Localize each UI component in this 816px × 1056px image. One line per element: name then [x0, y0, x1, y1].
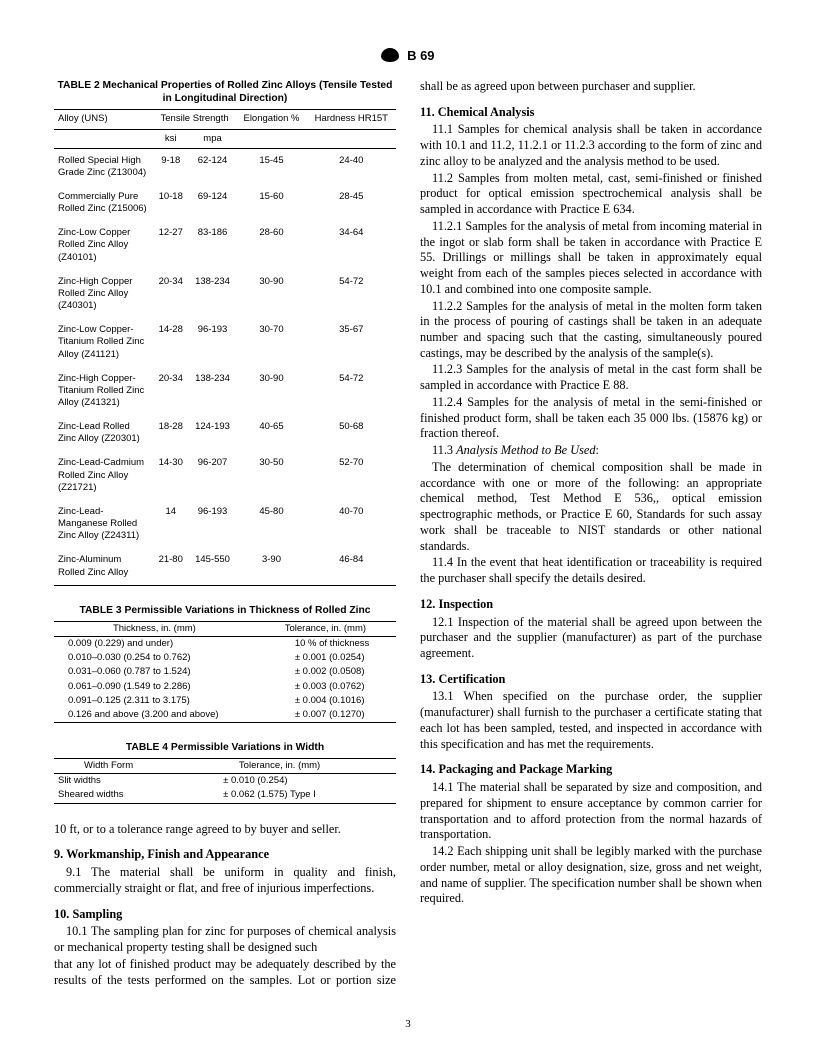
- table-row: Slit widths± 0.010 (0.254): [54, 774, 396, 789]
- sec11-2-2: 11.2.2 Samples for the analysis of metal…: [420, 299, 762, 362]
- sec11-4: 11.4 In the event that heat identificati…: [420, 555, 762, 586]
- sec10-1a: 10.1 The sampling plan for zinc for purp…: [54, 924, 396, 955]
- table3: Thickness, in. (mm) Tolerance, in. (mm) …: [54, 621, 396, 723]
- sec11-3-body: The determination of chemical compositio…: [420, 460, 762, 554]
- t2-h-elong: Elongation %: [236, 110, 306, 129]
- table-row: Zinc-Aluminum Rolled Zinc Alloy21-80145-…: [54, 548, 396, 585]
- table4-title: TABLE 4 Permissible Variations in Width: [54, 741, 396, 754]
- p-10ft: 10 ft, or to a tolerance range agreed to…: [54, 822, 396, 838]
- t2-h-alloy: Alloy (UNS): [54, 110, 153, 129]
- sec11-3-italic: Analysis Method to Be Used: [456, 443, 595, 457]
- table-row: Zinc-Low Copper Rolled Zinc Alloy (Z4010…: [54, 221, 396, 269]
- table-row: Zinc-Lead Rolled Zinc Alloy (Z20301)18-2…: [54, 415, 396, 451]
- t4-h2: Tolerance, in. (mm): [163, 759, 396, 774]
- table-row: Rolled Special High Grade Zinc (Z13004)9…: [54, 148, 396, 185]
- sec11-3: 11.3 Analysis Method to Be Used:: [420, 443, 762, 459]
- t4-h1: Width Form: [54, 759, 163, 774]
- sec11-2-4: 11.2.4 Samples for the analysis of metal…: [420, 395, 762, 442]
- sec11-2-1: 11.2.1 Samples for the analysis of metal…: [420, 219, 762, 298]
- table-row: 0.031–0.060 (0.787 to 1.524)± 0.002 (0.0…: [54, 665, 396, 679]
- sec11-2: 11.2 Samples from molten metal, cast, se…: [420, 171, 762, 218]
- t3-h1: Thickness, in. (mm): [54, 621, 255, 636]
- table-row: Commercially Pure Rolled Zinc (Z15006)10…: [54, 185, 396, 221]
- designation: B 69: [407, 48, 434, 63]
- t2-h-hard: Hardness HR15T: [307, 110, 396, 129]
- table-row: 0.009 (0.229) and under)10 % of thicknes…: [54, 637, 396, 652]
- table-row: Zinc-Lead-Cadmium Rolled Zinc Alloy (Z21…: [54, 451, 396, 499]
- sec11-1: 11.1 Samples for chemical analysis shall…: [420, 122, 762, 169]
- table-row: Zinc-Lead-Manganese Rolled Zinc Alloy (Z…: [54, 500, 396, 548]
- table2: Alloy (UNS) Tensile Strength Elongation …: [54, 109, 396, 585]
- table2-title: TABLE 2 Mechanical Properties of Rolled …: [54, 79, 396, 105]
- sec13-title: 13. Certification: [420, 672, 762, 688]
- sec11-3-colon: :: [595, 443, 598, 457]
- table-row: 0.061–0.090 (1.549 to 2.286)± 0.003 (0.0…: [54, 680, 396, 694]
- t2-u-mpa: mpa: [189, 129, 237, 148]
- t2-h-tensile: Tensile Strength: [153, 110, 237, 129]
- table-row: Zinc-High Copper Rolled Zinc Alloy (Z403…: [54, 270, 396, 318]
- sec14-title: 14. Packaging and Package Marking: [420, 762, 762, 778]
- astm-logo-icon: [381, 48, 399, 62]
- table-row: Zinc-Low Copper-Titanium Rolled Zinc All…: [54, 318, 396, 366]
- table-row: Sheared widths± 0.062 (1.575) Type I: [54, 788, 396, 803]
- sec9-1: 9.1 The material shall be uniform in qua…: [54, 865, 396, 896]
- t2-u-ksi: ksi: [153, 129, 189, 148]
- table-row: 0.010–0.030 (0.254 to 0.762)± 0.001 (0.0…: [54, 651, 396, 665]
- table4: Width Form Tolerance, in. (mm) Slit widt…: [54, 758, 396, 803]
- two-column-body: TABLE 2 Mechanical Properties of Rolled …: [54, 79, 762, 997]
- sec9-title: 9. Workmanship, Finish and Appearance: [54, 847, 396, 863]
- t3-h2: Tolerance, in. (mm): [255, 621, 396, 636]
- table3-title: TABLE 3 Permissible Variations in Thickn…: [54, 604, 396, 617]
- table-row: 0.126 and above (3.200 and above)± 0.007…: [54, 708, 396, 723]
- sec11-3-num: 11.3: [432, 443, 456, 457]
- table-row: 0.091–0.125 (2.311 to 3.175)± 0.004 (0.1…: [54, 694, 396, 708]
- sec11-2-3: 11.2.3 Samples for the analysis of metal…: [420, 362, 762, 393]
- sec13-1: 13.1 When specified on the purchase orde…: [420, 689, 762, 752]
- doc-header: B 69: [54, 48, 762, 63]
- sec10-title: 10. Sampling: [54, 907, 396, 923]
- page-number: 3: [0, 1018, 816, 1030]
- sec12-1: 12.1 Inspection of the material shall be…: [420, 615, 762, 662]
- sec12-title: 12. Inspection: [420, 597, 762, 613]
- table-row: Zinc-High Copper-Titanium Rolled Zinc Al…: [54, 367, 396, 415]
- sec14-1: 14.1 The material shall be separated by …: [420, 780, 762, 843]
- sec14-2: 14.2 Each shipping unit shall be legibly…: [420, 844, 762, 907]
- sec11-title: 11. Chemical Analysis: [420, 105, 762, 121]
